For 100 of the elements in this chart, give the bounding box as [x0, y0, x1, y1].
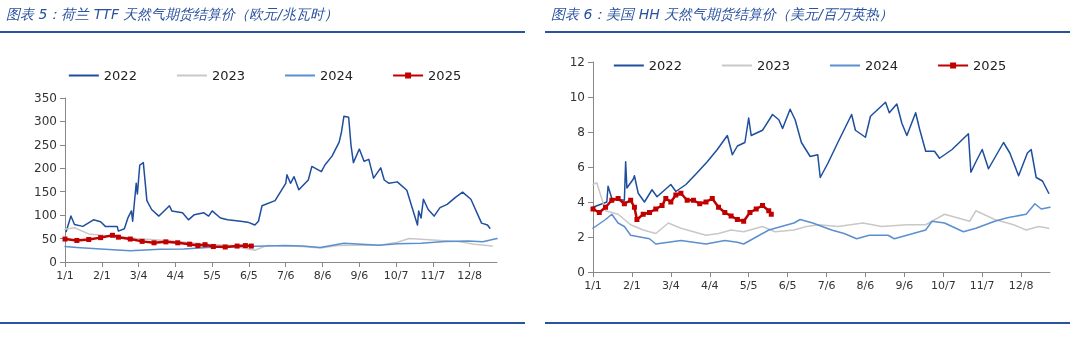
point: [109, 232, 115, 238]
point: [768, 211, 774, 217]
point: [609, 197, 615, 203]
x-tick-label: 7/6: [817, 279, 836, 292]
legend-label: 2023: [211, 68, 246, 83]
x-tick-label: 3/4: [661, 279, 680, 292]
point: [716, 204, 722, 210]
chart-title: 图表 6：美国 HH 天然气期货结算价（美元/百万英热）: [551, 6, 894, 24]
point: [697, 201, 703, 207]
y-tick-label: 50: [41, 231, 57, 246]
y-tick-label: 300: [34, 114, 57, 129]
point: [659, 203, 665, 208]
legend-label: 2024: [865, 58, 899, 73]
x-tick-label: 5/5: [203, 269, 222, 282]
point: [703, 199, 709, 205]
point: [647, 210, 652, 215]
point: [187, 241, 193, 247]
point: [615, 196, 621, 201]
x-tick-label: 10/7: [930, 279, 956, 292]
x-tick-label: 10/7: [383, 269, 409, 282]
point: [640, 211, 646, 217]
y-tick-label: 0: [49, 255, 57, 269]
point: [127, 236, 133, 242]
y-tick-label: 2: [577, 230, 585, 244]
x-tick-label: 9/6: [895, 279, 914, 292]
point: [175, 240, 181, 246]
point: [210, 244, 216, 250]
line-series: [65, 115, 491, 233]
y-tick-label: 6: [577, 160, 585, 174]
x-tick-label: 1/1: [584, 279, 602, 292]
point: [248, 243, 254, 249]
y-tick-label: 250: [34, 137, 57, 152]
x-tick-label: 3/4: [129, 269, 148, 282]
x-tick-label: 8/6: [313, 269, 332, 282]
x-tick-label: 6/5: [778, 279, 797, 292]
line-series: [64, 237, 498, 252]
point: [728, 213, 734, 219]
x-tick-label: 6/5: [240, 269, 258, 282]
chart-title: 图表 5：荷兰 TTF 天然气期货结算价（欧元/兆瓦时）: [6, 6, 339, 24]
point: [98, 235, 104, 241]
point: [668, 199, 674, 205]
point: [195, 243, 201, 249]
line-series: [592, 182, 1050, 236]
point: [139, 238, 145, 244]
x-tick-label: 4/4: [700, 279, 719, 292]
point: [747, 210, 753, 215]
y-tick-label: 0: [577, 265, 585, 279]
point: [766, 208, 772, 214]
x-tick-label: 12/8: [1008, 279, 1034, 292]
y-tick-label: 350: [34, 91, 57, 105]
point: [753, 206, 759, 212]
point: [603, 204, 609, 210]
point: [722, 210, 728, 215]
point: [709, 196, 715, 201]
point: [678, 190, 684, 196]
x-tick-label: 4/4: [166, 269, 185, 282]
point: [631, 204, 637, 210]
y-tick-label: 10: [569, 90, 585, 104]
point: [242, 243, 248, 249]
point: [759, 203, 765, 208]
point: [86, 237, 92, 243]
line-series: [592, 203, 1051, 245]
x-tick-label: 11/7: [420, 269, 446, 282]
y-tick-label: 12: [569, 55, 585, 69]
x-tick-label: 11/7: [969, 279, 995, 292]
point: [74, 237, 80, 243]
legend-label: 2022: [103, 68, 137, 83]
point: [590, 206, 596, 212]
legend-label: 2024: [320, 68, 354, 83]
y-tick-label: 4: [577, 195, 585, 209]
point: [653, 206, 659, 212]
legend-label: 2023: [756, 58, 791, 73]
y-tick-label: 200: [34, 161, 57, 176]
point: [163, 239, 169, 245]
legend-label: 2025: [973, 58, 1007, 73]
x-tick-label: 2/1: [92, 269, 111, 282]
point: [222, 244, 228, 250]
point: [628, 197, 634, 203]
legend-label: 2025: [428, 68, 462, 83]
point: [621, 201, 627, 207]
point: [741, 218, 747, 224]
y-tick-label: 150: [34, 184, 57, 199]
y-tick-label: 8: [577, 125, 585, 139]
point: [202, 242, 208, 248]
point: [234, 243, 240, 249]
x-tick-label: 12/8: [457, 269, 483, 282]
point: [634, 217, 640, 222]
point: [690, 197, 696, 203]
point: [684, 197, 690, 203]
legend-label: 2022: [648, 58, 682, 73]
x-tick-label: 1/1: [56, 269, 74, 282]
point: [151, 240, 157, 246]
x-tick-label: 8/6: [856, 279, 875, 292]
point: [734, 217, 740, 222]
point: [596, 210, 602, 215]
x-tick-label: 2/1: [623, 279, 641, 292]
x-tick-label: 9/6: [350, 269, 369, 282]
point: [673, 192, 679, 198]
point: [663, 196, 669, 201]
x-tick-label: 5/5: [739, 279, 758, 292]
